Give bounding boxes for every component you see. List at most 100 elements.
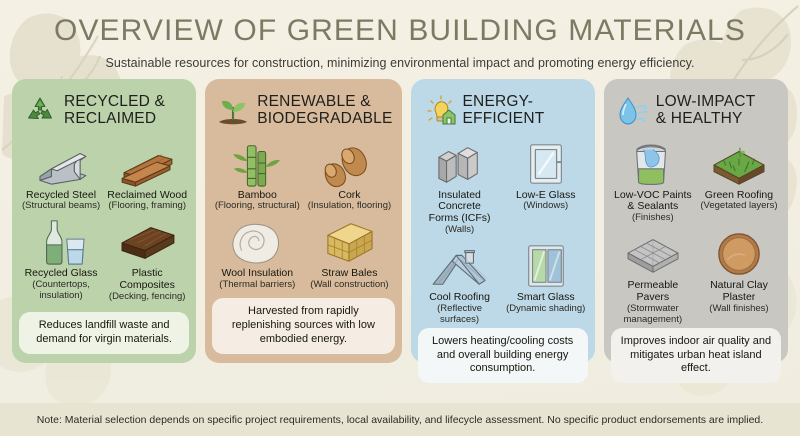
panel-header: RENEWABLE & BIODEGRADABLE — [212, 88, 394, 132]
material-name: Cool Roofing — [429, 291, 490, 304]
material-item[interactable]: Natural Clay Plaster (Wall finishes) — [697, 228, 781, 328]
material-name: Cork — [338, 188, 361, 201]
panel-header: ENERGY- EFFICIENT — [418, 88, 588, 132]
material-sub: (Countertops, insulation) — [32, 279, 90, 302]
material-grid: Recycled Steel (Structural beams) — [19, 138, 189, 313]
material-item[interactable]: Wool Insulation (Thermal barriers) — [212, 216, 302, 293]
material-item[interactable]: Cool Roofing (Reflective surfaces) — [418, 240, 502, 328]
footer-note: Note: Material selection depends on spec… — [36, 413, 764, 426]
material-sub: (Vegetated layers) — [700, 200, 778, 212]
clay-plaster-icon — [708, 230, 770, 278]
material-sub: (Dynamic shading) — [506, 303, 586, 315]
page-subtitle: Sustainable resources for construction, … — [105, 55, 695, 70]
material-sub: (Decking, fencing) — [108, 291, 186, 303]
material-grid: Low-VOC Paints & Sealants (Finishes) — [611, 138, 781, 328]
footer-note-bar: Note: Material selection depends on spec… — [0, 403, 800, 436]
panel-benefit: Harvested from rapidly replenishing sour… — [212, 298, 395, 354]
sprout-icon — [216, 94, 250, 128]
material-item[interactable]: Straw Bales (Wall construction) — [304, 216, 394, 293]
wool-roll-icon — [226, 218, 288, 266]
paint-bucket-icon — [622, 140, 684, 188]
panel-title-line2: BIODEGRADABLE — [257, 109, 393, 127]
material-sub: (Flooring, structural) — [214, 200, 300, 212]
lightbulb-house-icon — [422, 94, 456, 128]
material-sub: (Wall construction) — [310, 279, 389, 291]
material-item[interactable]: Permeable Pavers (Stormwater management) — [611, 228, 695, 328]
material-grid: Insulated Concrete Forms (ICFs) (Walls) — [418, 138, 588, 328]
pavers-icon — [622, 230, 684, 278]
plastic-pallet-icon — [116, 218, 178, 266]
straw-bale-icon — [318, 218, 380, 266]
panel-title: RECYCLED & RECLAIMED — [64, 92, 166, 127]
material-name: Wool Insulation — [221, 267, 294, 280]
panel-title-line1: RECYCLED & — [64, 92, 166, 110]
panel-benefit: Improves indoor air quality and mitigate… — [610, 327, 782, 384]
material-sub: (Reflective surfaces) — [437, 303, 483, 326]
category-panel-renewable-biodegradable[interactable]: RENEWABLE & BIODEGRADABLE — [205, 78, 402, 363]
page-title: OVERVIEW OF GREEN BUILDING MATERIALS — [54, 14, 746, 47]
panel-benefit: Lowers heating/cooling costs and overall… — [417, 327, 588, 384]
panel-title: LOW-IMPACT & HEALTHY — [655, 92, 756, 127]
material-sub: (Flooring, framing) — [108, 200, 186, 212]
panel-header: RECYCLED & RECLAIMED — [19, 88, 189, 132]
header: OVERVIEW OF GREEN BUILDING MATERIALS Sus… — [0, 0, 800, 70]
recycle-icon — [23, 94, 57, 128]
material-name: Plastic Composites — [119, 267, 175, 292]
panel-title-line2: RECLAIMED — [64, 109, 157, 127]
panel-benefit: Reduces landfill waste and demand for vi… — [19, 312, 190, 354]
panel-header: LOW-IMPACT & HEALTHY — [611, 88, 781, 132]
material-name: Recycled Glass — [24, 267, 98, 280]
glass-bottle-icon — [30, 218, 92, 266]
category-panel-energy-efficient[interactable]: ENERGY- EFFICIENT — [410, 78, 595, 384]
material-sub: (Thermal barriers) — [219, 279, 296, 291]
material-sub: (Finishes) — [631, 212, 674, 224]
material-sub: (Structural beams) — [21, 200, 101, 212]
material-name: Permeable Pavers — [627, 279, 679, 304]
water-droplet-air-icon — [615, 94, 649, 128]
material-name: Recycled Steel — [26, 188, 97, 201]
material-name: Low-E Glass — [515, 188, 576, 201]
material-item[interactable]: Recycled Steel (Structural beams) — [19, 138, 103, 215]
material-name: Natural Clay Plaster — [710, 279, 768, 304]
material-name: Low-VOC Paints & Sealants — [614, 188, 692, 213]
panel-title-line1: RENEWABLE & — [257, 92, 371, 110]
material-item[interactable]: Smart Glass (Dynamic shading) — [504, 240, 588, 328]
material-name: Smart Glass — [516, 291, 575, 304]
material-item[interactable]: Low-E Glass (Windows) — [504, 138, 588, 239]
material-sub: (Insulation, flooring) — [307, 200, 392, 212]
material-name: Straw Bales — [321, 267, 378, 280]
material-sub: (Wall finishes) — [709, 303, 769, 315]
panel-title-line1: ENERGY- — [462, 92, 534, 110]
material-item[interactable]: Low-VOC Paints & Sealants (Finishes) — [611, 138, 695, 227]
material-name: Bamboo — [237, 188, 277, 201]
material-name: Insulated Concrete Forms (ICFs) — [428, 188, 491, 225]
panel-title-line2: & HEALTHY — [655, 109, 743, 127]
cool-roof-icon — [429, 242, 491, 290]
cork-icon — [318, 140, 380, 188]
material-grid: Bamboo (Flooring, structural) — [212, 138, 394, 299]
steel-beam-icon — [30, 140, 92, 188]
panel-title-line1: LOW-IMPACT — [655, 92, 756, 110]
material-item[interactable]: Bamboo (Flooring, structural) — [212, 138, 302, 215]
window-icon — [515, 140, 577, 188]
category-panel-low-impact-healthy[interactable]: LOW-IMPACT & HEALTHY — [603, 78, 789, 384]
bamboo-icon — [226, 140, 288, 188]
material-item[interactable]: Reclaimed Wood (Flooring, framing) — [105, 138, 189, 215]
category-columns: RECYCLED & RECLAIMED — [0, 78, 800, 384]
wood-planks-icon — [116, 140, 178, 188]
material-sub: (Windows) — [523, 200, 569, 212]
material-item[interactable]: Green Roofing (Vegetated layers) — [697, 138, 781, 227]
material-item[interactable]: Cork (Insulation, flooring) — [304, 138, 394, 215]
material-sub: (Walls) — [444, 224, 475, 236]
green-roof-icon — [708, 140, 770, 188]
concrete-form-icon — [429, 140, 491, 188]
smart-glass-icon — [515, 242, 577, 290]
material-item[interactable]: Recycled Glass (Countertops, insulation) — [19, 216, 103, 305]
category-panel-recycled-reclaimed[interactable]: RECYCLED & RECLAIMED — [12, 78, 197, 363]
material-item[interactable]: Insulated Concrete Forms (ICFs) (Walls) — [418, 138, 502, 239]
material-item[interactable]: Plastic Composites (Decking, fencing) — [105, 216, 189, 305]
panel-title-line2: EFFICIENT — [462, 109, 545, 127]
panel-title: RENEWABLE & BIODEGRADABLE — [257, 92, 393, 127]
material-sub: (Stormwater management) — [623, 303, 683, 326]
